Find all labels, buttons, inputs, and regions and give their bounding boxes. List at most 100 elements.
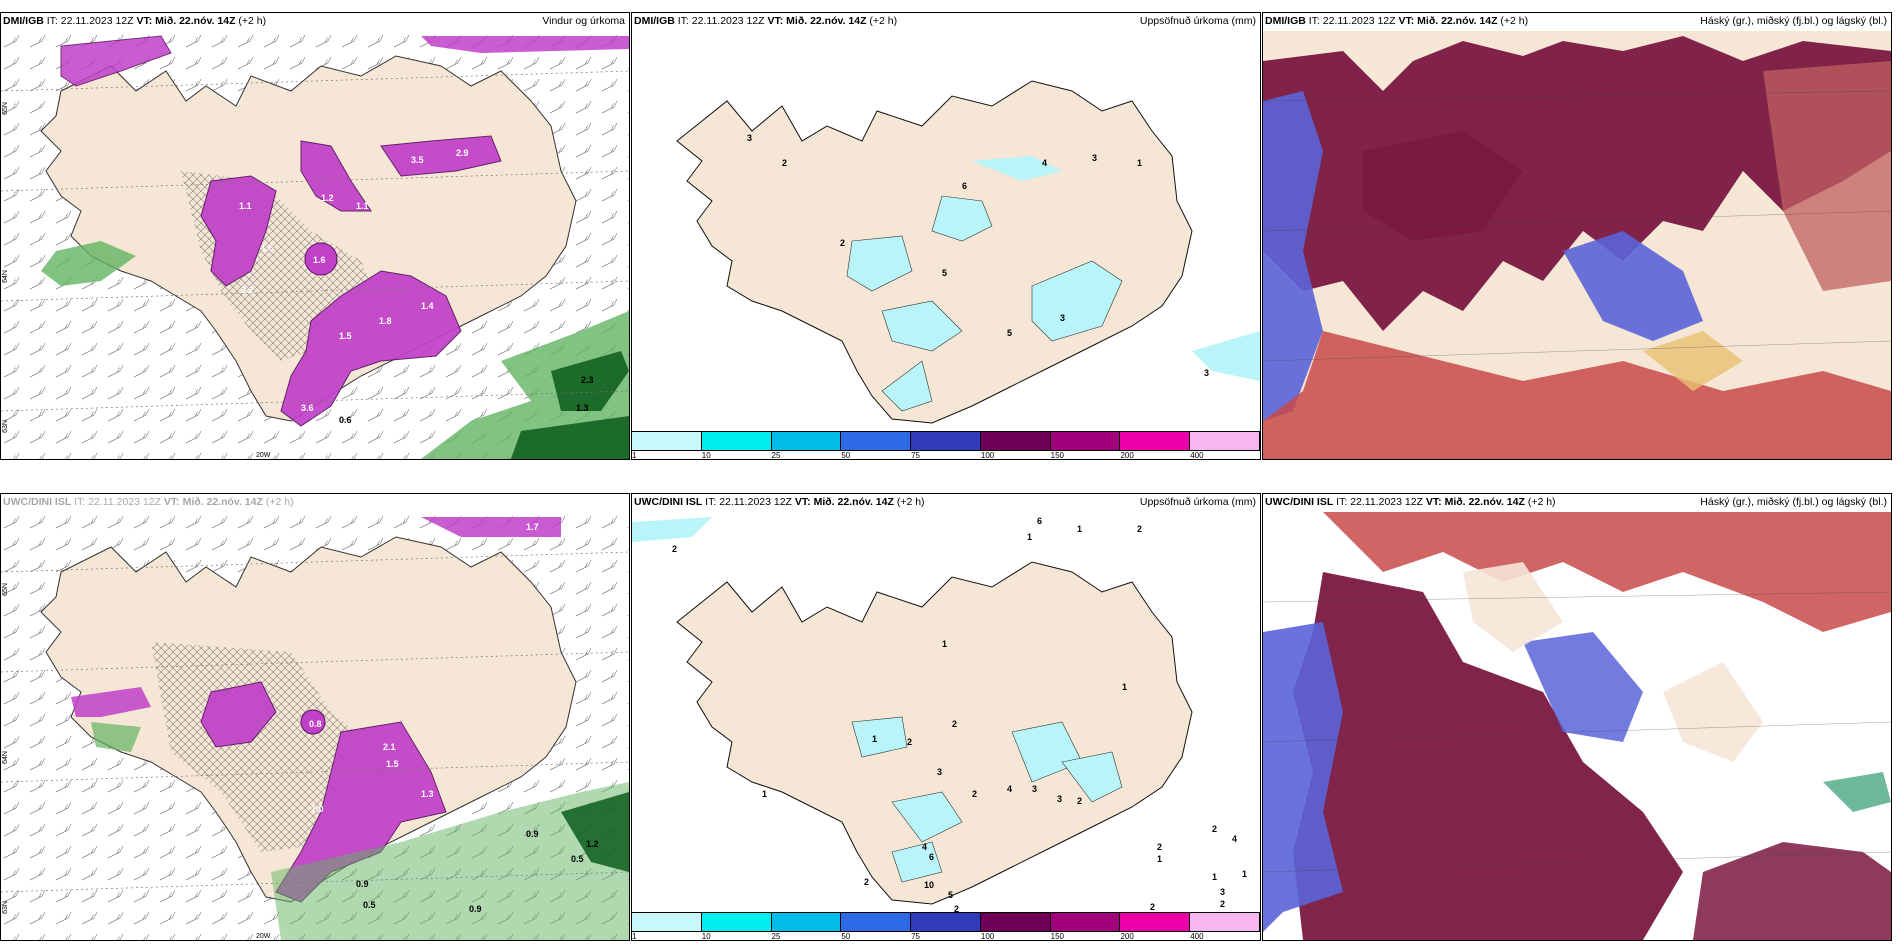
colorbar-swatch [701,432,772,450]
colorbar-swatch [1050,913,1121,931]
graticule [1263,591,1891,873]
svg-text:1: 1 [1137,158,1142,168]
svg-text:3.2: 3.2 [241,285,254,295]
svg-text:4: 4 [1007,784,1012,794]
precip-magenta-top [421,36,629,53]
lat-label-63: 63N [1,901,9,914]
svg-text:1.0: 1.0 [311,804,324,814]
cloud-high-2 [1363,131,1523,241]
map-canvas: 1.7 2.1 1.5 1.3 1.0 0.8 0.9 0.5 1.2 0.9 … [1,512,629,940]
svg-text:2: 2 [1150,902,1155,912]
precip-green-west [41,241,136,286]
colorbar-label: 100 [980,932,995,941]
svg-text:1.3: 1.3 [576,403,589,413]
svg-text:1.1: 1.1 [356,201,369,211]
lat-label-64: 64N [1,270,9,283]
cloud-low-east [1763,61,1891,291]
svg-text:5: 5 [1007,328,1012,338]
panel-product-title: Háský (gr.), miðský (fj.bl.) og lágský (… [1700,496,1887,508]
colorbar-swatch [1120,913,1191,931]
svg-text:6: 6 [1037,516,1042,526]
accum-cyan [931,195,993,242]
panel-title: UWC/DINI ISL IT: 22.11.2023 12Z VT: Mið.… [3,496,294,508]
panel-title: DMI/IGB IT: 22.11.2023 12Z VT: Mið. 22.n… [3,15,267,27]
svg-text:2: 2 [1137,524,1142,534]
colorbar-swatch [632,913,702,931]
svg-text:2: 2 [1077,796,1082,806]
map-canvas: 3.5 2.9 1.1 1.2 1.1 1.5 1.6 3.2 1.4 1.5 … [1,31,629,459]
colorbar-label: 50 [841,451,851,460]
precip-green-dark [551,351,629,411]
svg-text:3: 3 [1057,794,1062,804]
svg-text:3.5: 3.5 [411,155,424,165]
svg-text:2: 2 [952,719,957,729]
iceland-land [676,80,1193,424]
iceland-land [676,561,1193,905]
panel-product-title: Uppsöfnuð úrkoma (mm) [1139,496,1256,508]
cloud-low-south [1263,331,1891,459]
cloud-free-land [1463,562,1563,652]
svg-text:2: 2 [907,737,912,747]
colorbar-label: 400 [1190,932,1204,941]
panel-dmi-wind-precip: DMI/IGB IT: 22.11.2023 12Z VT: Mið. 22.n… [0,12,630,460]
precip-values-dark: 0.6 2.3 1.3 [339,375,594,425]
svg-text:0.5: 0.5 [363,900,376,910]
accum-cyan-6 [1192,331,1260,381]
precip-values: 1.7 2.1 1.5 1.3 1.0 0.8 [309,522,539,814]
precip-green-dark-2 [511,416,629,459]
svg-text:2.1: 2.1 [383,742,396,752]
svg-text:1: 1 [1242,869,1247,879]
colorbar-swatch [1190,913,1260,931]
colorbar-label: 25 [771,451,781,460]
svg-text:2: 2 [672,544,677,554]
colorbar-label: 150 [1050,932,1065,941]
svg-text:1.2: 1.2 [586,839,599,849]
svg-text:2: 2 [1212,824,1217,834]
precip-green-west [91,722,141,752]
panel-product-title: Uppsöfnuð úrkoma (mm) [1139,15,1256,27]
svg-text:1.1: 1.1 [239,201,252,211]
cloud-mid-center [1563,231,1703,341]
colorbar-label: 10 [701,451,711,460]
colorbar-label: 400 [1190,451,1204,460]
panel-uwc-wind-precip: UWC/DINI ISL IT: 22.11.2023 12Z VT: Mið.… [0,493,630,941]
colorbar-swatch [980,913,1051,931]
precip-magenta-nw [60,35,172,87]
svg-text:0.6: 0.6 [339,415,352,425]
colorbar-swatch [1120,432,1191,450]
colorbar-swatch [771,432,842,450]
colorbar-swatch [841,432,912,450]
precip-colorbar: 1 10 25 50 75 100 150 200 400 [632,912,1260,940]
precip-values-dark: 0.9 0.5 1.2 0.9 0.5 0.9 [356,829,599,914]
precip-magenta-top [421,517,561,537]
lon-label-20w: 20W [256,933,271,940]
svg-text:1.4: 1.4 [421,301,434,311]
svg-text:2: 2 [972,789,977,799]
precip-colorbar: 1 10 25 50 75 100 150 200 400 [632,431,1260,459]
cloud-low-yellow [1643,331,1743,391]
panel-title: DMI/IGB IT: 22.11.2023 12Z VT: Mið. 22.n… [1265,15,1529,27]
svg-text:6: 6 [929,852,934,862]
panel-uwc-clouds: UWC/DINI ISL IT: 22.11.2023 12Z VT: Mið.… [1262,493,1892,941]
colorbar-label: 75 [911,451,921,460]
svg-text:0.8: 0.8 [309,719,322,729]
svg-text:3: 3 [1060,313,1065,323]
svg-text:2: 2 [864,877,869,887]
lat-label-63: 63N [1,420,9,433]
accum-cyan-2 [846,235,913,292]
svg-text:3: 3 [1204,368,1209,378]
svg-text:1.5: 1.5 [261,243,274,253]
accum-cyan-5 [632,517,712,542]
svg-text:1: 1 [1122,682,1127,692]
svg-text:1.3: 1.3 [421,789,434,799]
accum-cyan-7 [881,360,933,412]
accum-cyan-3 [881,300,963,352]
accum-cyan-6 [891,841,943,883]
svg-text:5: 5 [948,890,953,900]
colorbar-label: 75 [911,932,921,941]
accum-cyan-4 [1061,751,1123,803]
svg-text:0.9: 0.9 [526,829,539,839]
colorbar-swatch [632,432,702,450]
colorbar-swatch [841,913,912,931]
colorbar-label: 1 [632,932,637,941]
